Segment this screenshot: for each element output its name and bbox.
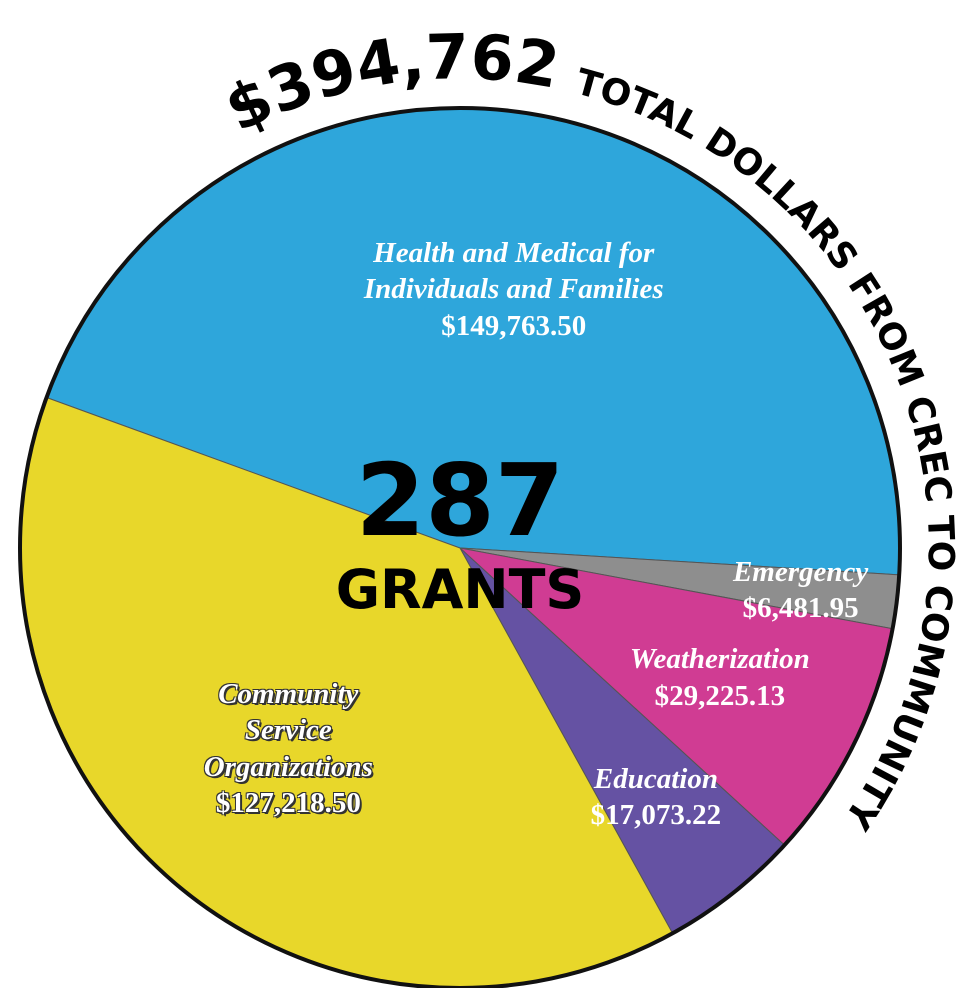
- category-label: Emergency: [732, 555, 869, 588]
- slice-label: Emergency $6,481.95: [686, 510, 916, 670]
- category-label: Education: [593, 762, 718, 795]
- value-label: $29,225.13: [654, 679, 786, 712]
- value-label: $6,481.95: [742, 592, 859, 625]
- slice-label-box: Education $17,073.22: [541, 717, 771, 877]
- labels: Health and Medical for Individuals and F…: [173, 210, 916, 877]
- value-label: $149,763.50: [441, 309, 587, 342]
- center-value: 287: [356, 442, 565, 559]
- slice-label-box: Weatherization $29,225.13: [605, 598, 835, 758]
- category-label: Weatherization: [629, 643, 810, 676]
- slice-label: Health and Medical for Individuals and F…: [314, 210, 714, 370]
- value-label: $127,218.50: [215, 786, 361, 819]
- pie: [19, 107, 901, 988]
- pie-outline: [18, 106, 902, 988]
- slice-label-box: Health and Medical for Individuals and F…: [314, 210, 714, 370]
- slice-label-box: Community Service Organizations $127,218.…: [173, 669, 403, 829]
- category-label: Community Service Organizations: [203, 678, 373, 783]
- slice-label: Weatherization$29,225.13: [605, 598, 835, 758]
- value-label: $17,073.22: [590, 798, 722, 831]
- category-label: Health and Medical for Individuals and F…: [363, 237, 664, 306]
- slice-label: Education$17,073.22: [541, 717, 771, 877]
- slice-label-box: Emergency $6,481.95: [686, 510, 916, 670]
- slice-label: Community Service Organizations$127,218.…: [173, 669, 403, 829]
- center-label: GRANTS: [336, 558, 585, 621]
